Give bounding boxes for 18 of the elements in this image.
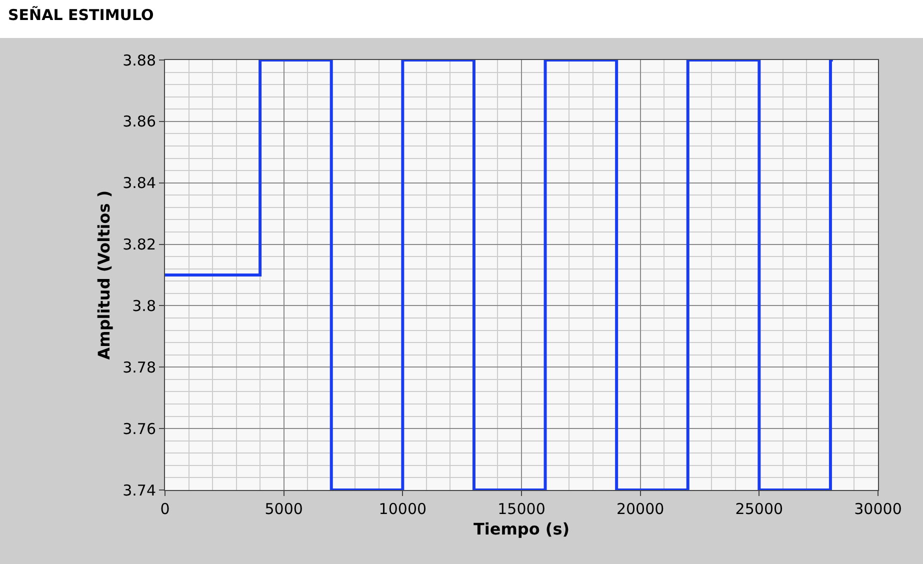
y-tick-label: 3.8 <box>132 296 156 315</box>
x-tick-label: 0 <box>160 500 170 518</box>
x-tick-label: 10000 <box>378 500 427 518</box>
x-tick-label: 15000 <box>498 500 546 518</box>
y-axis-title: Amplitud (Voltios ) <box>94 190 114 360</box>
x-axis-title: Tiempo (s) <box>473 520 570 539</box>
x-tick-label: 5000 <box>264 500 303 518</box>
x-tick-label: 20000 <box>616 500 664 518</box>
x-tick-label: 30000 <box>854 500 902 518</box>
y-tick-label: 3.78 <box>122 358 156 376</box>
y-tick-label: 3.74 <box>122 481 156 500</box>
x-tick-label: 25000 <box>735 500 784 518</box>
chart-title: SEÑAL ESTIMULO <box>8 6 154 24</box>
y-tick-label: 3.86 <box>122 112 156 131</box>
y-tick-label: 3.84 <box>122 174 156 192</box>
y-tick-label: 3.88 <box>122 51 156 70</box>
y-tick-label: 3.82 <box>122 236 156 254</box>
y-tick-label: 3.76 <box>122 420 156 438</box>
